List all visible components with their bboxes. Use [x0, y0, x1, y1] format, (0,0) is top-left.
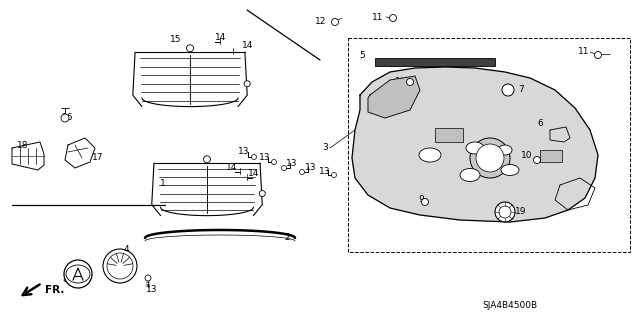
- Circle shape: [107, 253, 133, 279]
- Polygon shape: [352, 67, 598, 222]
- Text: 13: 13: [147, 286, 157, 294]
- Text: 15: 15: [170, 35, 182, 44]
- Text: FR.: FR.: [45, 285, 65, 295]
- Text: SJA4B4500B: SJA4B4500B: [483, 300, 538, 309]
- Circle shape: [390, 14, 397, 21]
- Circle shape: [103, 249, 137, 283]
- Bar: [540, 150, 562, 162]
- Circle shape: [502, 84, 514, 96]
- Text: 14: 14: [243, 41, 253, 50]
- Text: 9: 9: [418, 196, 424, 204]
- Circle shape: [244, 81, 250, 87]
- Circle shape: [64, 260, 92, 288]
- Text: 10: 10: [396, 78, 407, 86]
- Bar: [348, 38, 630, 252]
- Text: 13: 13: [305, 162, 317, 172]
- Circle shape: [470, 138, 510, 178]
- Text: 1: 1: [160, 179, 166, 188]
- Ellipse shape: [501, 165, 519, 175]
- Text: 2: 2: [284, 234, 290, 242]
- Text: 10: 10: [521, 151, 532, 160]
- Text: 14: 14: [215, 33, 227, 42]
- Circle shape: [282, 166, 287, 170]
- Ellipse shape: [460, 168, 480, 182]
- Circle shape: [406, 78, 413, 85]
- Circle shape: [186, 45, 193, 52]
- Text: 13: 13: [319, 167, 331, 176]
- Text: 3: 3: [322, 144, 328, 152]
- Text: 4: 4: [123, 246, 129, 255]
- Ellipse shape: [419, 148, 441, 162]
- Bar: [375, 58, 495, 66]
- Ellipse shape: [498, 145, 512, 155]
- Text: 6: 6: [537, 120, 543, 129]
- Circle shape: [495, 202, 515, 222]
- Polygon shape: [368, 76, 420, 118]
- Circle shape: [595, 51, 602, 58]
- Text: 16: 16: [62, 114, 74, 122]
- Text: 11: 11: [372, 12, 384, 21]
- Circle shape: [252, 154, 257, 160]
- Text: 11: 11: [579, 48, 589, 56]
- Text: 14: 14: [248, 169, 260, 179]
- Text: 14: 14: [227, 164, 237, 173]
- Ellipse shape: [466, 142, 484, 154]
- Bar: [435, 128, 463, 142]
- Circle shape: [61, 114, 69, 122]
- Circle shape: [204, 156, 211, 163]
- Text: 13: 13: [238, 147, 250, 157]
- Text: 5: 5: [359, 51, 365, 61]
- Circle shape: [145, 275, 151, 281]
- Circle shape: [271, 160, 276, 165]
- Text: 17: 17: [92, 152, 104, 161]
- Circle shape: [534, 157, 541, 164]
- Text: 12: 12: [316, 18, 326, 26]
- Circle shape: [476, 144, 504, 172]
- Circle shape: [259, 190, 265, 197]
- Text: 13: 13: [286, 159, 298, 167]
- Text: 8: 8: [62, 276, 68, 285]
- Circle shape: [332, 173, 337, 177]
- Circle shape: [332, 19, 339, 26]
- Circle shape: [300, 169, 305, 174]
- Text: 18: 18: [17, 140, 29, 150]
- Text: 13: 13: [259, 152, 271, 161]
- Text: 7: 7: [518, 85, 524, 93]
- Circle shape: [499, 206, 511, 218]
- Circle shape: [422, 198, 429, 205]
- Text: 19: 19: [515, 207, 527, 217]
